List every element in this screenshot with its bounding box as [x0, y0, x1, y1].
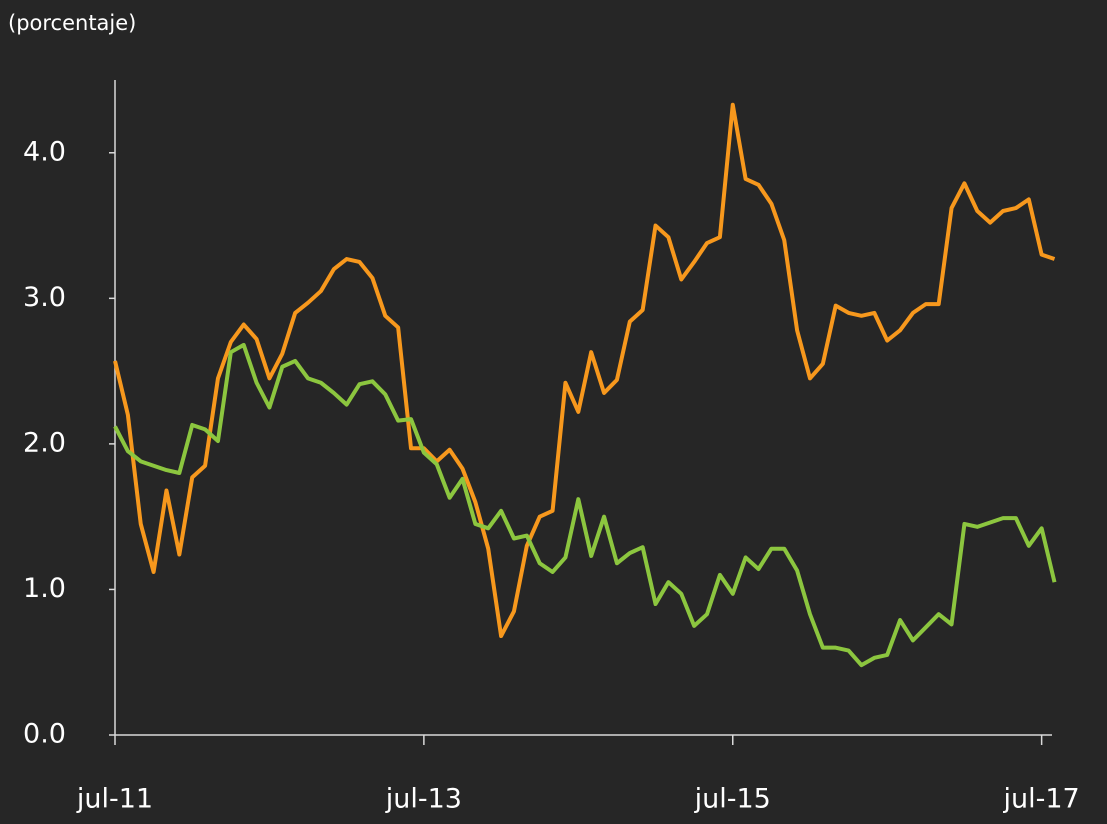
y-tick-label: 0.0: [23, 719, 66, 750]
chart-subtitle: (porcentaje): [8, 11, 136, 35]
y-tick-label: 2.0: [23, 427, 66, 458]
y-tick-label: 3.0: [23, 282, 66, 313]
x-tick-label: jul-15: [694, 784, 771, 815]
y-tick-label: 4.0: [23, 136, 66, 167]
line-series: [113, 102, 1056, 639]
y-tick-label: 1.0: [23, 573, 66, 604]
line-series: [113, 342, 1057, 668]
x-tick-label: jul-13: [385, 784, 462, 815]
x-tick-label: jul-11: [76, 784, 153, 815]
x-tick-label: jul-17: [1003, 784, 1080, 815]
